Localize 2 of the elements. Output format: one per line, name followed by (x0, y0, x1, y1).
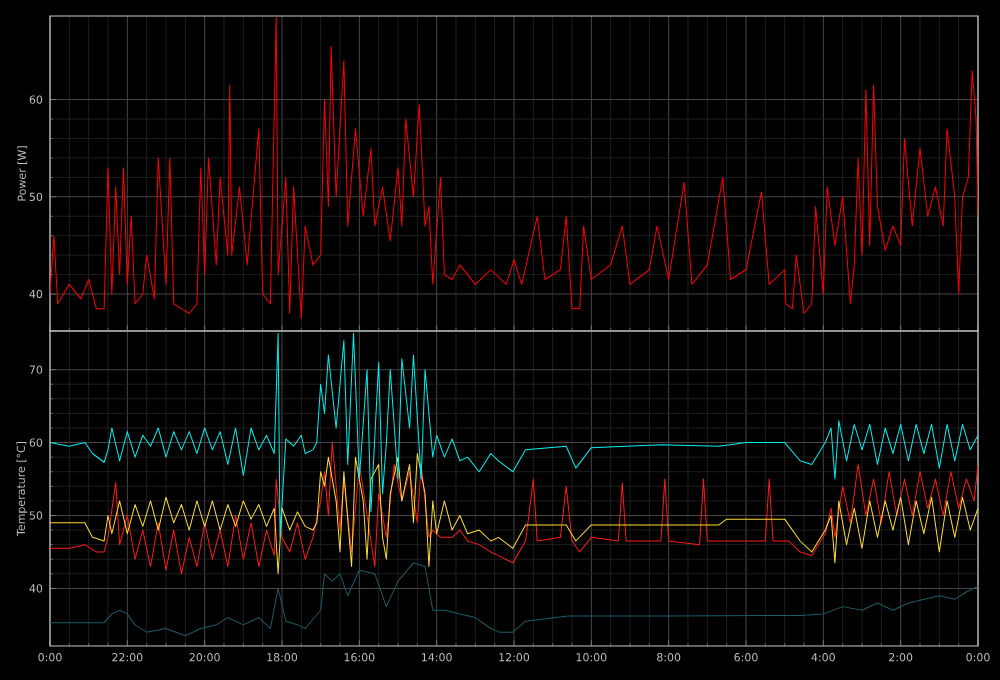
line-series (49, 16, 978, 319)
line-series (49, 332, 978, 538)
